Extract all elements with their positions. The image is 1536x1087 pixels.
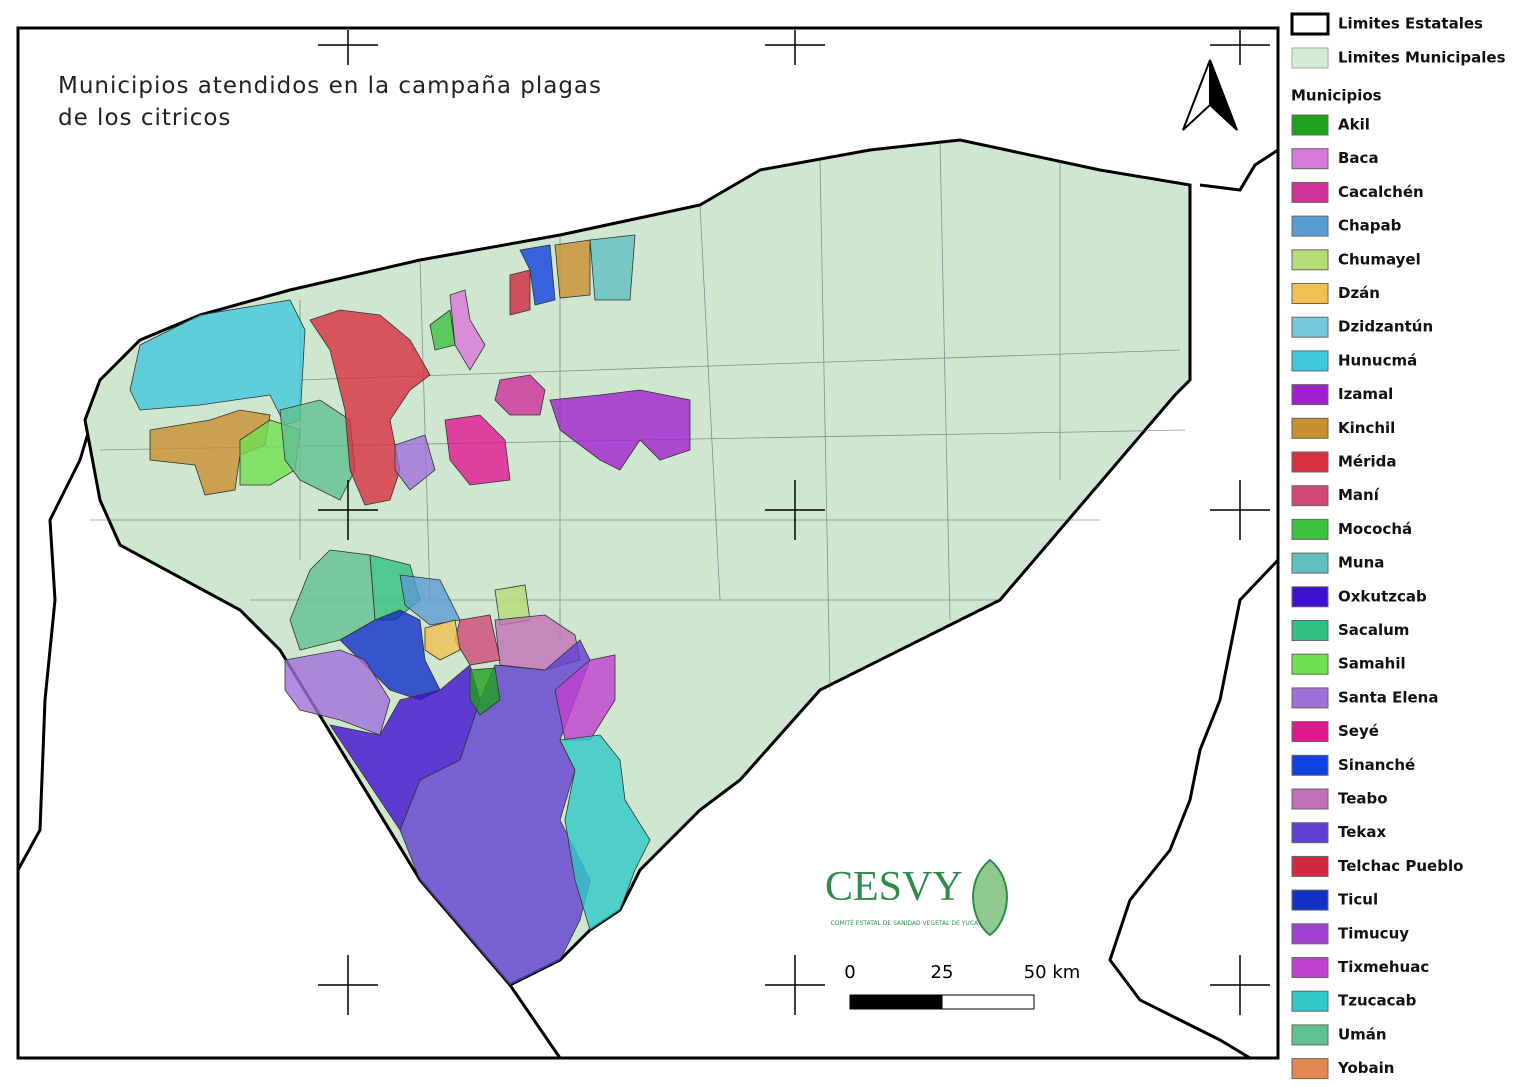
logo-text: CESVY (825, 864, 963, 910)
legend-swatch (1291, 990, 1329, 1012)
municipality (469, 667, 501, 716)
legend-label: Cacalchén (1338, 183, 1424, 201)
legend-swatch (1291, 957, 1329, 978)
legend-label: Maní (1338, 486, 1380, 504)
legend-label: Tekax (1338, 823, 1387, 841)
municipality (449, 289, 486, 371)
legend-swatch (1291, 215, 1329, 237)
legend-label: Chumayel (1338, 250, 1421, 268)
municipality (394, 434, 436, 491)
legend-swatch (1291, 1024, 1329, 1046)
legend-heading: Municipios (1291, 87, 1382, 105)
legend: Limites Estatales Limites Municipales Mu… (1290, 12, 1506, 1080)
legend-label: Ticul (1338, 891, 1378, 909)
legend-label: Baca (1338, 149, 1379, 167)
municipality (519, 244, 556, 306)
legend-swatch (1291, 485, 1329, 507)
legend-swatch (1291, 47, 1329, 69)
scale-label: 50 km (1024, 962, 1081, 983)
legend-swatch (1291, 384, 1329, 406)
map-shapes (16, 138, 1280, 1060)
legend-label: Sinanché (1338, 756, 1415, 774)
municipality (424, 619, 461, 661)
legend-swatch (1291, 552, 1329, 574)
municipality (549, 389, 691, 471)
legend-label: Sacalum (1338, 621, 1409, 639)
legend-swatch (1291, 350, 1329, 372)
legend-label: Mérida (1338, 453, 1397, 471)
legend-swatch (1291, 586, 1329, 608)
legend-swatch (1291, 114, 1329, 136)
coastline (1199, 148, 1279, 192)
legend-label: Timucuy (1338, 924, 1409, 942)
legend-label: Oxkutzcab (1338, 587, 1427, 605)
legend-swatch (1291, 687, 1329, 709)
legend-label: Teabo (1338, 790, 1388, 808)
legend-label: Seyé (1338, 722, 1379, 740)
legend-swatch (1291, 1058, 1329, 1080)
legend-swatch (1291, 148, 1329, 170)
legend-label: Hunucmá (1338, 351, 1417, 369)
legend-label: Umán (1338, 1025, 1387, 1043)
state-border (508, 984, 562, 1059)
municipality (444, 414, 511, 486)
legend-swatch (1291, 822, 1329, 844)
north-arrow (1182, 59, 1238, 131)
legend-label: Limites Municipales (1338, 49, 1506, 67)
legend-label: Chapab (1338, 217, 1402, 235)
legend-swatch (1291, 181, 1329, 203)
map-title: Municipios atendidos en la campaña plaga… (58, 73, 602, 99)
legend-label: Limites Estatales (1338, 15, 1483, 33)
municipality (589, 234, 636, 301)
legend-label: Santa Elena (1338, 688, 1438, 706)
scale-label: 25 (931, 962, 954, 983)
legend-label: Yobain (1337, 1059, 1394, 1077)
scale-bar: 0 25 50 km (844, 962, 1081, 1010)
legend-swatch (1291, 923, 1329, 945)
scale-label: 0 (844, 962, 855, 983)
legend-swatch (1291, 653, 1329, 675)
legend-swatch (1291, 788, 1329, 810)
municipality (509, 269, 531, 316)
legend-label: Akil (1338, 116, 1370, 134)
municipality (494, 374, 546, 416)
legend-swatch (1291, 451, 1329, 473)
legend-label: Dzidzantún (1338, 318, 1433, 336)
legend-label: Muna (1338, 554, 1384, 572)
legend-label: Izamal (1338, 385, 1393, 403)
logo: CESVY COMITÉ ESTATAL DE SANIDAD VEGETAL … (825, 858, 1008, 937)
municipality (559, 734, 651, 931)
legend-swatch (1291, 316, 1329, 338)
legend-swatch (1291, 249, 1329, 271)
logo-subtitle: COMITÉ ESTATAL DE SANIDAD VEGETAL DE YUC… (831, 919, 990, 927)
coastline (1108, 558, 1280, 1060)
coastline (16, 409, 97, 871)
legend-label: Mocochá (1338, 520, 1412, 538)
legend-swatch (1290, 12, 1330, 36)
municipality (339, 609, 441, 701)
legend-swatch (1291, 754, 1329, 776)
legend-label: Tzucacab (1338, 992, 1417, 1010)
crosshairs (318, 30, 1270, 1015)
municipality (554, 239, 591, 299)
legend-label: Telchac Pueblo (1338, 857, 1463, 875)
legend-label: Samahil (1338, 655, 1406, 673)
legend-label: Kinchil (1338, 419, 1395, 437)
legend-swatch (1291, 283, 1329, 304)
legend-swatch (1291, 721, 1329, 743)
legend-label: Dzán (1338, 284, 1380, 302)
legend-swatch (1291, 518, 1329, 540)
legend-swatch (1291, 855, 1329, 877)
map-title: de los citricos (58, 105, 231, 131)
legend-swatch (1291, 889, 1329, 911)
legend-swatch (1291, 417, 1329, 439)
legend-swatch (1291, 620, 1329, 641)
legend-label: Tixmehuac (1338, 958, 1429, 976)
